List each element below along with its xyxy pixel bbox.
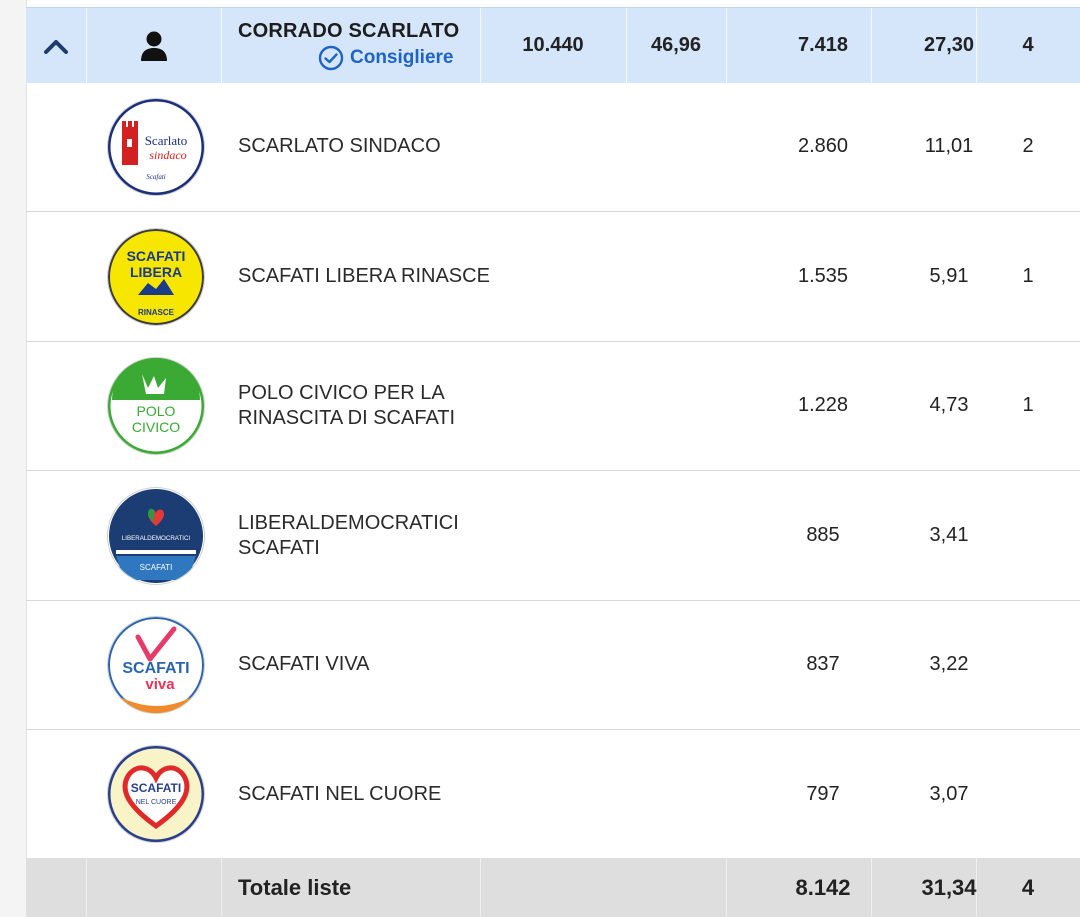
list-votes: 837 [806, 653, 840, 675]
check-circle-icon [318, 45, 344, 71]
list-logo-scafati-nel-cuore: SCAFATI NEL CUORE [108, 746, 204, 842]
list-name: SCAFATI LIBERA RINASCE [238, 265, 490, 287]
list-name: SCAFATI NEL CUORE [238, 782, 442, 805]
svg-text:SCAFATI: SCAFATI [122, 660, 189, 677]
list-row: SCAFATI LIBERA RINASCE SCAFATI LIBERA RI… [26, 212, 1080, 342]
candidate-name-cell: CORRADO SCARLATO Consigliere [238, 8, 503, 83]
candidate-name: CORRADO SCARLATO [238, 20, 460, 42]
page-gutter [0, 0, 27, 917]
candidate-role-label: Consigliere [350, 47, 454, 68]
svg-text:LIBERA: LIBERA [130, 264, 182, 280]
list-votes: 1.228 [797, 394, 849, 416]
total-row: Totale liste 8.142 31,34 4 [26, 858, 1080, 917]
list-seats [976, 730, 1080, 858]
svg-text:LIBERALDEMOCRATICI: LIBERALDEMOCRATICI [122, 535, 191, 542]
results-table: CORRADO SCARLATO Consigliere 10.440 46,9… [26, 0, 1080, 917]
person-icon [140, 31, 167, 61]
list-name: SCARLATO SINDACO [238, 135, 441, 157]
svg-text:POLO: POLO [137, 403, 176, 419]
list-logo-scarlato-sindaco: Scarlato sindaco Scafati [108, 98, 204, 195]
list-percent: 3,07 [929, 782, 969, 805]
list-seats [976, 600, 1080, 729]
svg-text:Scarlato: Scarlato [145, 133, 188, 148]
list-percent: 5,91 [929, 265, 969, 287]
list-seats: 2 [1022, 135, 1034, 157]
list-row: POLO CIVICO POLO CIVICO PER LA RINASCITA… [26, 341, 1080, 471]
list-name: LIBERALDEMOCRATICI SCAFATI [238, 511, 459, 559]
list-votes: 2.860 [797, 135, 849, 157]
svg-text:SCAFATI: SCAFATI [127, 248, 186, 264]
svg-text:SCAFATI: SCAFATI [131, 781, 181, 795]
list-votes: 885 [806, 524, 840, 546]
list-votes: 797 [806, 782, 840, 805]
svg-text:sindaco: sindaco [149, 148, 186, 162]
list-percent: 11,01 [924, 135, 974, 157]
candidate-percent: 46,96 [650, 34, 702, 56]
svg-text:NEL CUORE: NEL CUORE [136, 799, 177, 806]
list-row: SCAFATI NEL CUORE SCAFATI NEL CUORE 797 … [26, 730, 1080, 858]
collapse-button[interactable] [26, 8, 86, 83]
list-seats: 1 [1022, 394, 1034, 416]
list-logo-scafati-viva: SCAFATI viva [108, 616, 204, 713]
list-row: SCAFATI viva SCAFATI VIVA 837 3,22 [26, 600, 1080, 730]
candidate-seats: 4 [1022, 34, 1034, 56]
candidate-list-percent: 27,30 [923, 34, 975, 56]
list-row: Scarlato sindaco Scafati SCARLATO SINDAC… [26, 82, 1080, 212]
list-seats [976, 471, 1080, 600]
list-logo-polo-civico: POLO CIVICO [108, 357, 204, 454]
total-votes: 8.142 [795, 874, 851, 900]
list-row: LIBERALDEMOCRATICI SCAFATI LIBERALDEMOCR… [26, 471, 1080, 601]
list-percent: 3,41 [929, 524, 969, 546]
total-percent: 31,34 [921, 874, 977, 900]
list-name: POLO CIVICO PER LA RINASCITA DI SCAFATI [238, 381, 456, 429]
list-percent: 4,73 [929, 394, 969, 416]
candidate-row[interactable]: CORRADO SCARLATO Consigliere 10.440 46,9… [26, 7, 1080, 83]
total-label: Totale liste [238, 874, 352, 900]
svg-text:Scafati: Scafati [146, 173, 165, 181]
svg-text:SCAFATI: SCAFATI [140, 563, 173, 572]
list-percent: 3,22 [929, 653, 969, 675]
candidate-votes: 10.440 [522, 34, 584, 56]
list-logo-scafati-libera-rinasce: SCAFATI LIBERA RINASCE [108, 228, 204, 325]
svg-text:viva: viva [145, 676, 175, 693]
list-name: SCAFATI VIVA [238, 653, 370, 675]
candidate-list-votes: 7.418 [797, 34, 849, 56]
svg-text:RINASCE: RINASCE [138, 308, 175, 317]
list-logo-liberaldemocratici: LIBERALDEMOCRATICI SCAFATI [109, 488, 203, 583]
candidate-avatar [86, 8, 221, 83]
svg-text:CIVICO: CIVICO [132, 419, 180, 435]
total-seats: 4 [1021, 874, 1035, 900]
list-seats: 1 [1022, 265, 1034, 287]
candidate-role: Consigliere [238, 45, 453, 71]
chevron-up-icon [44, 39, 68, 54]
list-votes: 1.535 [797, 265, 849, 287]
